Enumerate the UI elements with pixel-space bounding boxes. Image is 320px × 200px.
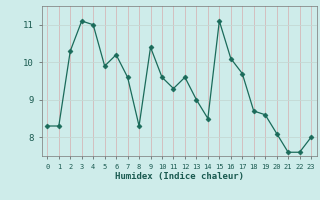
X-axis label: Humidex (Indice chaleur): Humidex (Indice chaleur) [115, 172, 244, 181]
